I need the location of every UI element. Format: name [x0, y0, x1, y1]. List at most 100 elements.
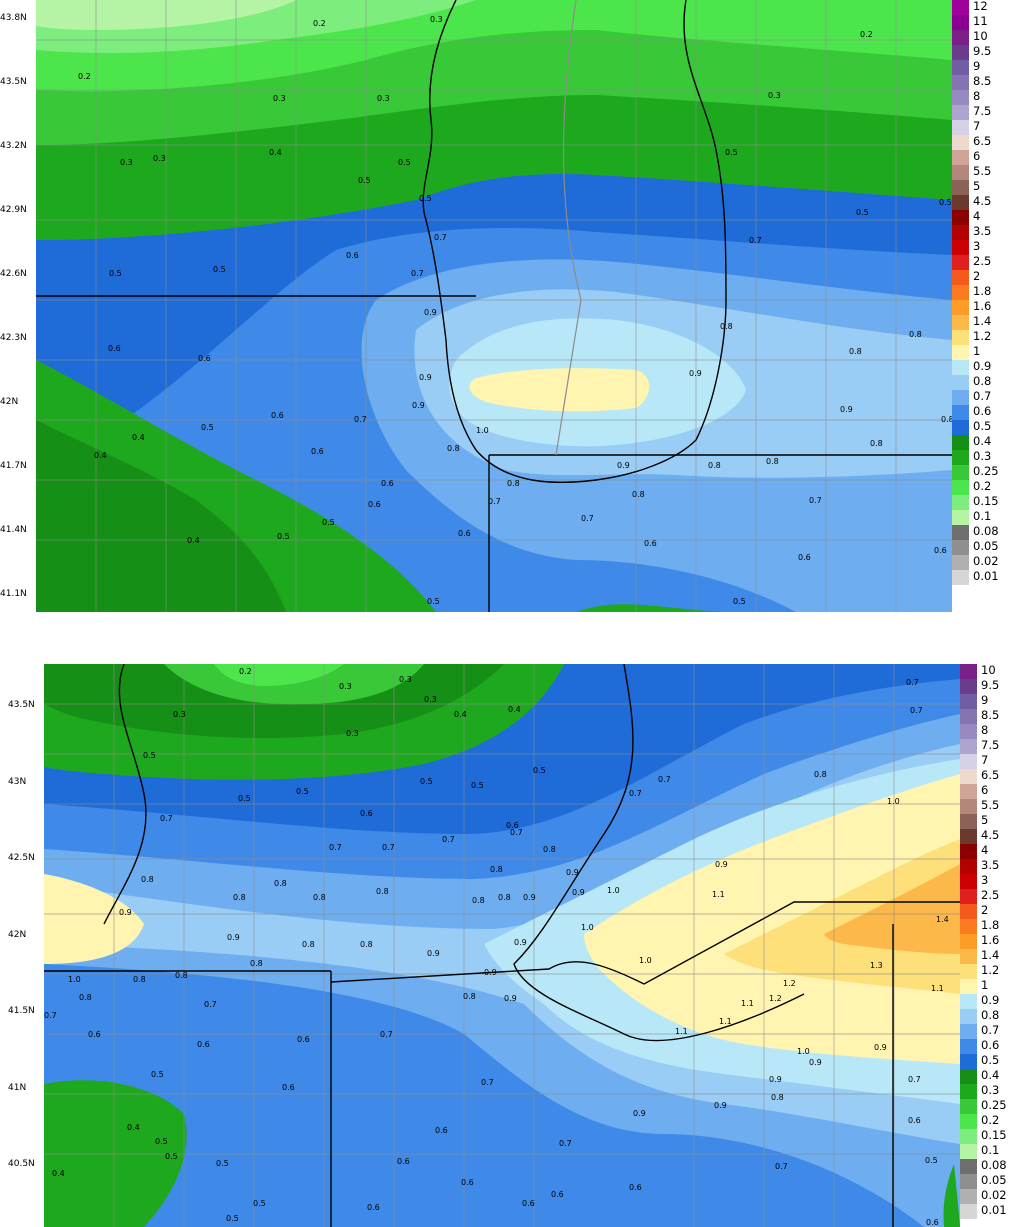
legend-swatch: [960, 949, 977, 964]
legend-entry: 0.01: [960, 1204, 1028, 1219]
contour-value-label: 0.9: [809, 1058, 822, 1067]
legend-entry: 9: [952, 60, 1022, 75]
contour-value-label: 0.8: [941, 415, 952, 424]
contour-value-label: 0.6: [644, 539, 657, 548]
contour-value-label: 0.7: [510, 828, 523, 837]
legend-label: 0.5: [981, 1053, 1000, 1067]
legend-swatch: [960, 1054, 977, 1069]
legend-swatch: [952, 165, 969, 180]
legend-entry: 0.15: [952, 495, 1022, 510]
contour-value-label: 0.4: [269, 148, 282, 157]
legend-swatch: [960, 754, 977, 769]
legend-label: 1.6: [981, 933, 1000, 947]
contour-value-label: 0.8: [498, 893, 511, 902]
contour-value-label: 0.3: [768, 91, 781, 100]
contour-value-label: 0.7: [910, 706, 923, 715]
legend-entry: 2: [960, 904, 1028, 919]
contour-value-label: 0.8: [302, 940, 315, 949]
latitude-label: 42N: [0, 397, 19, 407]
legend-label: 1.6: [973, 299, 992, 313]
legend-entry: 0.25: [960, 1099, 1028, 1114]
legend-swatch: [952, 435, 969, 450]
contour-value-label: 0.9: [566, 868, 579, 877]
legend-swatch: [952, 270, 969, 285]
legend-entry: 7: [952, 120, 1022, 135]
contour-value-label: 0.3: [120, 158, 133, 167]
contour-value-label: 0.3: [173, 710, 186, 719]
legend-label: 0.02: [973, 554, 999, 568]
contour-value-label: 0.8: [909, 330, 922, 339]
legend-entry: 6: [952, 150, 1022, 165]
legend-swatch: [952, 180, 969, 195]
legend-entry: 0.3: [960, 1084, 1028, 1099]
legend-swatch: [960, 1129, 977, 1144]
contour-value-label: 0.6: [311, 447, 324, 456]
legend-label: 4: [981, 843, 989, 857]
legend-label: 0.4: [973, 434, 992, 448]
legend-label: 0.6: [973, 404, 992, 418]
legend-swatch: [960, 994, 977, 1009]
legend-label: 2.5: [981, 888, 1000, 902]
contour-value-label: 0.6: [397, 1157, 410, 1166]
legend-entry: 0.4: [960, 1069, 1028, 1084]
legend-entry: 3: [960, 874, 1028, 889]
contour-value-label: 0.9: [874, 1043, 887, 1052]
contour-value-label: 0.6: [629, 1183, 642, 1192]
contour-value-label: 0.7: [434, 233, 447, 242]
legend-label: 1.2: [981, 963, 1000, 977]
contour-value-label: 0.7: [906, 678, 919, 687]
legend-label: 0.15: [981, 1128, 1007, 1142]
contour-value-label: 0.7: [380, 1030, 393, 1039]
legend-label: 0.2: [973, 479, 992, 493]
legend-entry: 0.15: [960, 1129, 1028, 1144]
contour-value-label: 0.8: [849, 347, 862, 356]
legend-swatch: [952, 510, 969, 525]
legend-label: 0.9: [973, 359, 992, 373]
contour-value-label: 0.6: [197, 1040, 210, 1049]
legend-entry: 10: [960, 664, 1028, 679]
legend-label: 1.4: [973, 314, 992, 328]
contour-value-label: 0.4: [508, 705, 521, 714]
legend-entry: 7.5: [960, 739, 1028, 754]
contour-value-label: 1.0: [797, 1047, 810, 1056]
contour-value-label: 0.5: [109, 269, 122, 278]
contour-value-label: 0.7: [160, 814, 173, 823]
contour-value-label: 0.7: [908, 1075, 921, 1084]
contour-value-label: 0.5: [420, 777, 433, 786]
contour-value-label: 1.4: [936, 915, 949, 924]
latitude-label: 41.4N: [0, 525, 27, 535]
legend-label: 1: [973, 344, 981, 358]
legend-entry: 1.2: [960, 964, 1028, 979]
contour-value-label: 0.8: [708, 461, 721, 470]
legend-entry: 5: [960, 814, 1028, 829]
legend-label: 7.5: [973, 104, 992, 118]
contour-value-label: 0.5: [358, 176, 371, 185]
latitude-label: 42.6N: [0, 269, 27, 279]
legend-entry: 1.8: [960, 919, 1028, 934]
legend-entry: 0.9: [952, 360, 1022, 375]
contour-value-label: 0.8: [447, 444, 460, 453]
contour-value-label: 0.9: [715, 860, 728, 869]
legend-swatch: [960, 889, 977, 904]
contour-value-label: 0.8: [490, 865, 503, 874]
contour-value-label: 0.7: [629, 789, 642, 798]
legend-label: 2: [981, 903, 989, 917]
contour-value-label: 1.1: [719, 1017, 732, 1026]
legend-label: 0.8: [973, 374, 992, 388]
contour-value-label: 0.7: [658, 775, 671, 784]
contour-value-label: 0.7: [809, 496, 822, 505]
legend-entry: 0.6: [960, 1039, 1028, 1054]
legend-label: 1.8: [981, 918, 1000, 932]
legend-swatch: [960, 964, 977, 979]
legend-entry: 9.5: [960, 679, 1028, 694]
latitude-label: 41.5N: [8, 1006, 35, 1016]
legend-entry: 1.8: [952, 285, 1022, 300]
legend-entry: 1.6: [952, 300, 1022, 315]
contour-value-label: 0.9: [633, 1109, 646, 1118]
legend-swatch: [952, 420, 969, 435]
contour-value-label: 0.5: [398, 158, 411, 167]
legend-entry: 0.7: [952, 390, 1022, 405]
legend-entry: 5.5: [952, 165, 1022, 180]
legend-swatch: [952, 375, 969, 390]
legend-entry: 0.08: [960, 1159, 1028, 1174]
